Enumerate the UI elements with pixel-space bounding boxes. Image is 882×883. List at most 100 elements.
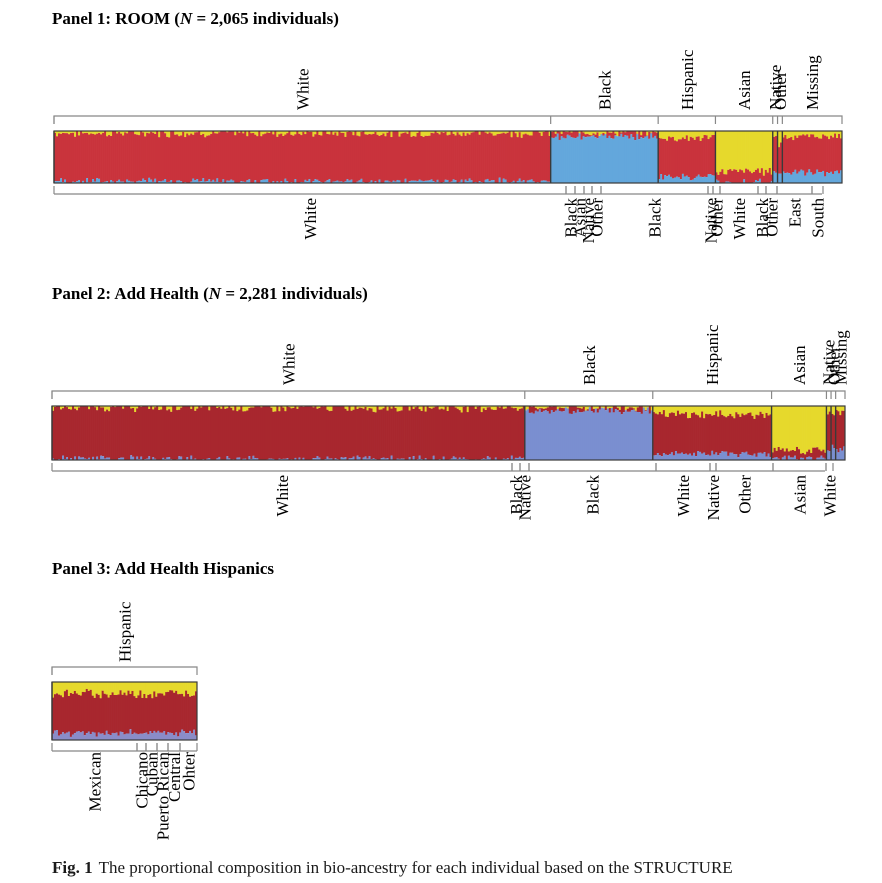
individual-bar-segment — [588, 407, 592, 460]
individual-bar-segment — [276, 136, 279, 182]
individual-bar-segment — [448, 134, 451, 183]
individual-bar-segment — [727, 181, 730, 183]
individual-bar-segment — [296, 131, 299, 183]
individual-bar-segment — [170, 411, 173, 460]
individual-bar-segment — [820, 138, 823, 173]
individual-bar-segment — [88, 134, 91, 183]
individual-bar-segment — [118, 406, 121, 459]
individual-bar-segment — [87, 682, 91, 691]
individual-bar-segment — [218, 406, 221, 457]
individual-bar-segment — [462, 457, 466, 460]
individual-bar-segment — [398, 180, 401, 183]
bottom-label-native: Native — [702, 198, 721, 243]
individual-bar-segment — [816, 447, 819, 458]
individual-bar-segment — [709, 406, 712, 415]
individual-bar-segment — [178, 456, 181, 460]
individual-bar-segment — [88, 406, 91, 410]
individual-bar-segment — [816, 457, 819, 460]
group-white: White — [51, 343, 526, 460]
individual-bar-segment — [134, 406, 137, 413]
individual-bar-segment — [410, 406, 413, 460]
individual-bar-segment — [670, 412, 674, 453]
individual-bar-segment — [111, 732, 114, 740]
individual-bar-segment — [126, 179, 129, 183]
individual-bar-segment — [62, 132, 65, 183]
individual-bar-segment — [270, 407, 273, 459]
individual-bar-segment — [70, 406, 73, 410]
individual-bar-segment — [412, 456, 415, 460]
individual-bar-segment — [492, 131, 495, 136]
individual-bar-segment — [544, 410, 548, 460]
individual-bar-segment — [350, 406, 353, 411]
individual-bar-segment — [478, 406, 482, 460]
individual-bar-segment — [760, 131, 764, 169]
individual-bar-segment — [820, 455, 823, 460]
individual-bar-segment — [662, 406, 666, 411]
individual-bar-segment — [202, 131, 205, 134]
individual-bar-segment — [185, 682, 188, 691]
individual-bar-segment — [184, 131, 187, 138]
individual-bar-segment — [650, 406, 654, 411]
individual-bar-segment — [580, 408, 584, 413]
individual-bar-segment — [60, 131, 63, 134]
individual-bar-segment — [687, 454, 690, 460]
individual-bar-segment — [745, 414, 748, 452]
individual-bar-segment — [578, 131, 581, 134]
individual-bar-segment — [658, 131, 661, 138]
individual-bar-segment — [590, 406, 594, 412]
individual-bar-segment — [715, 131, 718, 173]
individual-bar-segment — [756, 131, 760, 169]
individual-bar-segment — [220, 131, 223, 183]
individual-bar-segment — [518, 408, 522, 457]
individual-bar-segment — [584, 131, 587, 135]
individual-bar-segment — [464, 179, 467, 183]
individual-bar-segment — [260, 180, 263, 183]
individual-bar-segment — [58, 406, 61, 460]
individual-bar-segment — [671, 178, 675, 183]
individual-bar-segment — [248, 406, 251, 408]
panel-2-title: Panel 2: Add Health (N = 2,281 individua… — [52, 284, 368, 303]
individual-bar-segment — [280, 181, 283, 183]
individual-bar-segment — [104, 458, 107, 460]
individual-bar-segment — [396, 179, 399, 183]
individual-bar-segment — [699, 451, 702, 460]
individual-bar-segment — [175, 682, 178, 691]
individual-bar-segment — [80, 457, 83, 460]
individual-bar-segment — [352, 135, 355, 183]
individual-bar-segment — [318, 181, 321, 183]
individual-bar-segment — [514, 131, 517, 134]
individual-bar-segment — [236, 406, 239, 412]
individual-bar-segment — [584, 137, 587, 183]
individual-bar-segment — [78, 180, 81, 183]
individual-bar-segment — [757, 452, 760, 460]
individual-bar-segment — [155, 696, 158, 733]
individual-bar-segment — [548, 406, 552, 414]
individual-bar-segment — [711, 135, 714, 176]
individual-bar-segment — [368, 455, 371, 460]
individual-bar-segment — [76, 406, 79, 411]
individual-bar-segment — [286, 133, 289, 182]
individual-bar-segment — [306, 131, 309, 182]
individual-bar-segment — [506, 132, 509, 183]
individual-bar-segment — [460, 406, 464, 413]
individual-bar-segment — [143, 682, 146, 694]
individual-bar-segment — [312, 407, 315, 459]
individual-bar-segment — [314, 406, 317, 459]
individual-bar-segment — [810, 406, 813, 453]
individual-bar-segment — [328, 458, 331, 460]
individual-bar-segment — [496, 131, 499, 135]
individual-bar-segment — [566, 134, 569, 183]
individual-bar-segment — [222, 131, 225, 180]
individual-bar-segment — [314, 179, 317, 183]
individual-bar-segment — [504, 131, 507, 134]
individual-bar-segment — [132, 408, 135, 457]
individual-bar-segment — [679, 131, 683, 140]
individual-bar-segment — [388, 181, 391, 183]
individual-bar-segment — [402, 131, 405, 133]
individual-bar-segment — [298, 457, 301, 460]
individual-bar-segment — [318, 407, 321, 458]
individual-bar-segment — [606, 131, 609, 138]
individual-bar-segment — [840, 138, 843, 171]
individual-bar-segment — [135, 682, 138, 698]
individual-bar-segment — [656, 131, 659, 133]
